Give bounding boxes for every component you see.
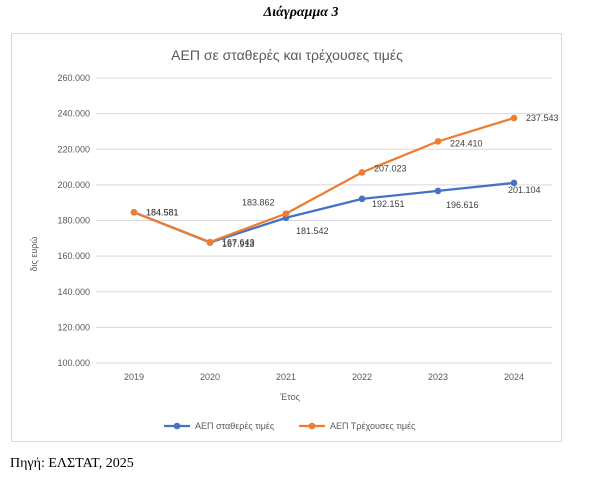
figure-caption: Διάγραμμα 3 (263, 5, 339, 20)
legend: ΑΕΠ σταθερές τιμές ΑΕΠ Τρέχουσες τιμές (164, 421, 416, 431)
data-point (130, 209, 138, 216)
legend-label: ΑΕΠ Τρέχουσες τιμές (330, 421, 416, 431)
y-tick-label: 220.000 (57, 144, 90, 154)
x-axis-title: Έτος (279, 392, 300, 402)
data-label: 167.643 (222, 238, 255, 248)
data-point (434, 138, 442, 145)
y-tick-label: 180.000 (57, 216, 90, 226)
data-label: 167.913 (222, 239, 255, 249)
x-tick-label: 2024 (504, 372, 524, 382)
data-label: 224.410 (450, 138, 483, 148)
chart-title: ΑΕΠ σε σταθερές και τρέχουσες τιμές (171, 47, 403, 63)
x-tick-label: 2019 (124, 372, 144, 382)
data-point (358, 169, 366, 176)
data-label: 237.543 (526, 113, 559, 123)
x-tick-label: 2021 (276, 372, 296, 382)
x-tick-label: 2022 (352, 372, 372, 382)
data-label: 207.023 (374, 163, 407, 173)
data-point (434, 187, 442, 195)
y-tick-label: 120.000 (57, 322, 90, 332)
y-tick-label: 160.000 (57, 251, 90, 261)
legend-swatch-marker (173, 422, 181, 430)
source-note: Πηγή: ΕΛΣΤΑΤ, 2025 (10, 456, 134, 471)
y-tick-label: 100.000 (57, 358, 90, 368)
gridlines (96, 77, 552, 364)
y-tick-labels: 100.000 120.000 140.000 160.000 180.000 200.0… (57, 73, 90, 368)
x-tick-labels: 2019 2020 2021 2022 2023 2024 (124, 372, 524, 382)
chart-frame: ΑΕΠ σε σταθερές και τρέχουσες τιμές 100.… (11, 33, 562, 442)
data-labels: 184.581 167.643 181.542 192.151 196.616 201.1… (146, 113, 559, 249)
data-point (206, 238, 214, 246)
y-tick-label: 140.000 (57, 287, 90, 297)
data-point (510, 179, 518, 187)
data-point (510, 114, 518, 122)
data-label: 183.862 (242, 198, 275, 208)
y-tick-label: 240.000 (57, 109, 90, 119)
data-label: 192.151 (372, 199, 405, 209)
series-line (133, 116, 515, 244)
data-label: 196.616 (446, 200, 479, 210)
series (130, 114, 518, 246)
x-tick-label: 2023 (428, 372, 448, 382)
legend-swatch-marker (308, 422, 316, 430)
data-label: 184.581 (146, 207, 179, 217)
data-label: 184.581 (146, 207, 179, 217)
data-label: 201.104 (508, 185, 541, 195)
data-point (282, 210, 290, 217)
legend-label: ΑΕΠ σταθερές τιμές (195, 421, 275, 431)
x-tick-label: 2020 (200, 372, 220, 382)
line-chart: ΑΕΠ σε σταθερές και τρέχουσες τιμές 100.… (29, 47, 559, 431)
data-point (358, 195, 366, 203)
data-label: 181.542 (296, 226, 329, 236)
y-tick-label: 200.000 (57, 180, 90, 190)
y-axis-title: δις ευρώ (29, 237, 39, 272)
y-tick-label: 260.000 (57, 73, 90, 83)
